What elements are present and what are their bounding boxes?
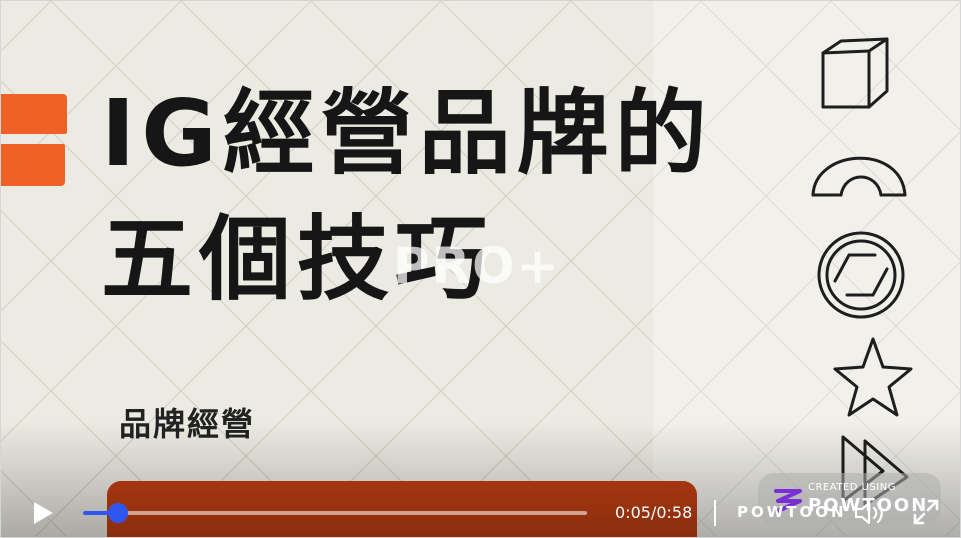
play-icon [34, 502, 53, 524]
seek-track [83, 511, 587, 515]
orange-bar-top [1, 94, 67, 134]
seek-handle[interactable] [108, 503, 129, 523]
right-panel-overlay [653, 1, 960, 537]
cube-sketch-icon [821, 37, 889, 109]
orange-bottom-block [107, 481, 697, 537]
volume-icon [854, 501, 883, 525]
orange-bar-bottom [1, 144, 65, 186]
pro-watermark: PRO+ [393, 237, 561, 295]
play-button[interactable] [29, 499, 57, 527]
seek-bar[interactable] [83, 503, 587, 523]
spiral-circle-sketch-icon [817, 231, 905, 319]
star-sketch-icon [833, 337, 913, 417]
slide-title: IG經營品牌的 五個技巧 [101, 71, 841, 323]
arch-sketch-icon [811, 156, 907, 197]
powtoon-brand-link[interactable]: POWTOON [737, 503, 847, 521]
slide-title-line1: IG經營品牌的 [101, 80, 713, 187]
player-controls-bar: 0:05/0:58 POWTOON [1, 489, 960, 537]
fullscreen-icon [913, 499, 939, 525]
time-display: 0:05/0:58 [615, 503, 693, 522]
seek-progress-fill [83, 511, 119, 515]
slide-subtitle: 品牌經營 [119, 399, 255, 445]
powtoon-logo-icon [774, 489, 802, 513]
orange-accent-bars [1, 94, 67, 186]
fullscreen-button[interactable] [911, 497, 941, 527]
volume-button[interactable] [853, 499, 887, 527]
controls-divider [714, 500, 716, 526]
badge-created-using-text: CREATED USING [808, 482, 896, 493]
slide-title-line2: 五個技巧 [101, 206, 494, 313]
